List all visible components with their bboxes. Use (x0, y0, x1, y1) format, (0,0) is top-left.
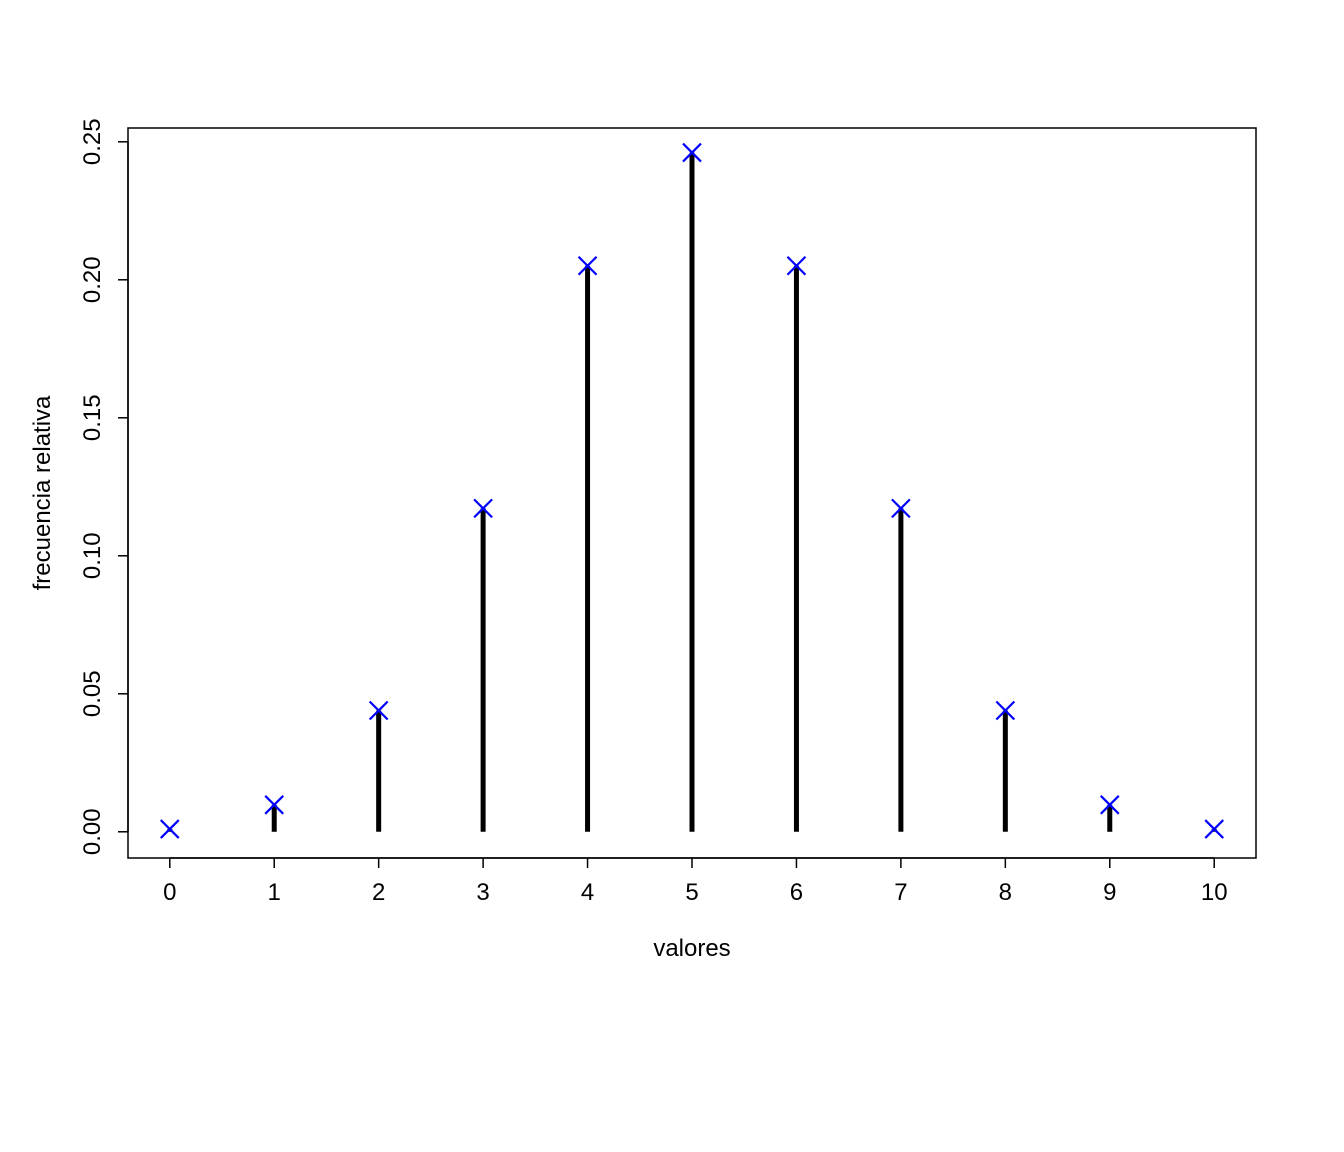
x-tick-label: 4 (581, 879, 594, 906)
x-tick-label: 2 (372, 879, 385, 906)
stem-chart: 0 1 2 3 4 5 6 7 8 9 10 valores 0.00 0.05 0.10 0.15 0.20 0… (0, 0, 1344, 1152)
chart-svg: 0 1 2 3 4 5 6 7 8 9 10 valores 0.00 0.05 0.10 0.15 0.20 0… (0, 0, 1344, 1152)
y-tick-label: 0.05 (79, 670, 106, 717)
x-tick-label: 6 (790, 879, 803, 906)
y-tick-label: 0.00 (79, 808, 106, 855)
y-tick-label: 0.10 (79, 532, 106, 579)
y-tick-label: 0.15 (79, 394, 106, 441)
x-tick-label: 8 (999, 879, 1012, 906)
x-tick-label: 9 (1103, 879, 1116, 906)
y-tick-label: 0.20 (79, 256, 106, 303)
x-tick-label: 0 (163, 879, 176, 906)
y-tick-label: 0.25 (79, 118, 106, 165)
x-tick-label: 1 (268, 879, 281, 906)
y-axis-label: frecuencia relativa (29, 395, 56, 590)
x-tick-label: 5 (685, 879, 698, 906)
x-tick-label: 3 (476, 879, 489, 906)
x-tick-label: 10 (1201, 879, 1228, 906)
x-axis-label: valores (653, 935, 730, 962)
x-tick-label: 7 (894, 879, 907, 906)
